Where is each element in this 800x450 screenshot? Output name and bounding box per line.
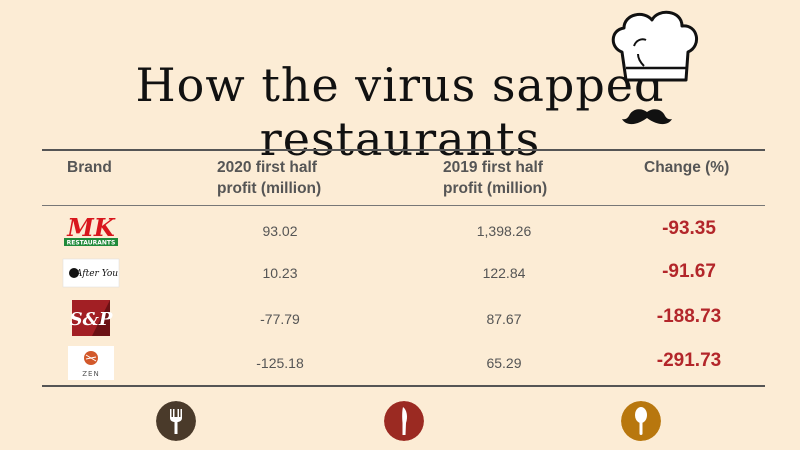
cell-2019: 87.67 bbox=[486, 311, 522, 327]
table-header-rule bbox=[42, 205, 765, 206]
header-2020-line2: profit (million) bbox=[217, 180, 322, 197]
after-you-logo: After You bbox=[62, 258, 120, 288]
header-2019-line1: 2019 first half bbox=[443, 159, 543, 176]
header-2019-line2: profit (million) bbox=[443, 180, 548, 197]
header-brand: Brand bbox=[67, 159, 112, 176]
cell-2019: 1,398.26 bbox=[476, 223, 532, 239]
svg-text:MK: MK bbox=[66, 213, 116, 242]
sp-logo: S&P bbox=[70, 300, 113, 336]
cell-2020: 10.23 bbox=[262, 265, 298, 281]
spoon-icon bbox=[621, 401, 661, 441]
svg-text:ZEN: ZEN bbox=[82, 370, 99, 378]
chef-hat-icon bbox=[611, 10, 698, 82]
cell-change: -91.67 bbox=[662, 261, 716, 282]
header-2019: 2019 first half profit (million) bbox=[443, 157, 547, 199]
cell-2019: 122.84 bbox=[482, 265, 526, 281]
header-2020: 2020 first half profit (million) bbox=[217, 157, 321, 199]
zen-logo: ZEN bbox=[68, 346, 114, 380]
table-top-rule bbox=[42, 149, 765, 151]
table-bottom-rule bbox=[42, 385, 765, 387]
mk-logo: MK RESTAURANTS bbox=[64, 213, 118, 247]
knife-icon bbox=[384, 401, 424, 441]
cell-change: -188.73 bbox=[656, 306, 722, 327]
cell-change: -291.73 bbox=[656, 350, 722, 371]
cell-2020: -125.18 bbox=[256, 355, 304, 371]
page-title: How the virus sapped restaurants bbox=[135, 58, 665, 166]
svg-text:RESTAURANTS: RESTAURANTS bbox=[67, 240, 116, 247]
cell-2020: -77.79 bbox=[260, 311, 300, 327]
cell-change: -93.35 bbox=[662, 218, 716, 239]
svg-text:S&P: S&P bbox=[70, 309, 113, 330]
fork-icon bbox=[156, 401, 196, 441]
cell-2019: 65.29 bbox=[486, 355, 522, 371]
mustache-icon bbox=[622, 109, 672, 125]
header-2020-line1: 2020 first half bbox=[217, 159, 317, 176]
cell-2020: 93.02 bbox=[262, 223, 298, 239]
header-change: Change (%) bbox=[644, 159, 730, 176]
svg-text:After You: After You bbox=[75, 269, 118, 279]
